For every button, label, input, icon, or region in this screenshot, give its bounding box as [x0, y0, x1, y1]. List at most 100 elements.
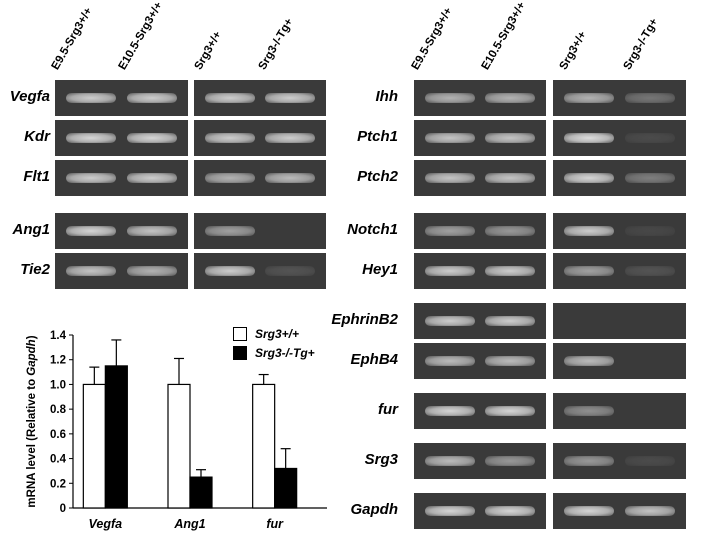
band-kdr-lane-2 — [127, 133, 178, 143]
gel-panel-vegfa-1 — [55, 80, 188, 116]
gene-label-ptch1: Ptch1 — [357, 128, 398, 145]
band-tie2-lane-4 — [265, 266, 316, 276]
bar-ang1-series-2 — [189, 476, 213, 509]
gel-panel-fur-2 — [553, 393, 686, 429]
band-ephb4-lane-1 — [424, 356, 475, 366]
gel-panel-tie2-1 — [55, 253, 188, 289]
band-ptch2-lane-4 — [625, 173, 676, 183]
band-ptch2-lane-2 — [485, 173, 536, 183]
gene-label-hey1: Hey1 — [362, 261, 398, 278]
chart-svg: 0 0.2 0.4 0.6 0.8 1.0 1.2 1.4 mRNA level (Relati… — [26, 330, 327, 531]
band-ephb4-lane-2 — [485, 356, 536, 366]
gel-panel-ihh-1 — [414, 80, 546, 116]
gel-panel-ephb4-1 — [414, 343, 546, 379]
bar-vegfa-series-1 — [82, 383, 106, 509]
x-category-label-fur: fur — [266, 517, 284, 531]
band-gapdh-lane-2 — [485, 506, 536, 516]
band-ephb4-lane-3 — [563, 356, 614, 366]
band-kdr-lane-3 — [204, 133, 255, 143]
gene-label-ephb4: EphB4 — [350, 351, 398, 368]
band-ang1-lane-1 — [65, 226, 116, 236]
band-srg3-lane-2 — [485, 456, 536, 466]
gel-panel-ptch2-1 — [414, 160, 546, 196]
band-ptch1-lane-4 — [625, 133, 676, 143]
band-ihh-lane-3 — [563, 93, 614, 103]
gel-panel-ephrinb2-2 — [553, 303, 686, 339]
band-fur-lane-3 — [563, 406, 614, 416]
gel-panel-srg3-1 — [414, 443, 546, 479]
y-tick-label-3: 0.6 — [50, 429, 66, 441]
gel-panel-ptch1-1 — [414, 120, 546, 156]
gel-panel-notch1-1 — [414, 213, 546, 249]
gene-label-ihh: Ihh — [375, 88, 399, 105]
gene-label-srg3: Srg3 — [364, 451, 398, 468]
band-vegfa-lane-4 — [265, 93, 316, 103]
band-hey1-lane-2 — [485, 266, 536, 276]
y-tick-label-0: 0 — [60, 503, 66, 515]
band-hey1-lane-1 — [424, 266, 475, 276]
gel-panel-ptch2-2 — [553, 160, 686, 196]
x-category-label-ang1: Ang1 — [173, 517, 205, 531]
band-ptch1-lane-3 — [563, 133, 614, 143]
y-tick-label-1: 0.2 — [50, 478, 66, 490]
bar-fur-series-2 — [274, 467, 298, 509]
gel-panel-kdr-2 — [194, 120, 326, 156]
y-tick-label-6: 1.2 — [50, 355, 66, 367]
gene-label-vegfa: Vegfa — [9, 88, 50, 105]
band-srg3-lane-4 — [625, 456, 676, 466]
y-tick-label-4: 0.8 — [50, 404, 67, 416]
column-header-right-4: Srg3-/-Tg+ — [621, 16, 661, 72]
band-srg3-lane-1 — [424, 456, 475, 466]
gel-panel-hey1-1 — [414, 253, 546, 289]
band-gapdh-lane-1 — [424, 506, 475, 516]
column-header-right-1: E9.5-Srg3+/+ — [409, 5, 455, 72]
gene-label-kdr: Kdr — [24, 128, 50, 145]
band-ephrinb2-lane-1 — [424, 316, 475, 326]
gel-panel-fur-1 — [414, 393, 546, 429]
band-flt1-lane-1 — [65, 173, 116, 183]
gene-label-ptch2: Ptch2 — [357, 168, 398, 185]
gel-panel-ephb4-2 — [553, 343, 686, 379]
gel-panel-flt1-2 — [194, 160, 326, 196]
band-srg3-lane-3 — [563, 456, 614, 466]
gel-panel-ihh-2 — [553, 80, 686, 116]
band-ihh-lane-4 — [625, 93, 676, 103]
gel-panel-ephrinb2-1 — [414, 303, 546, 339]
y-tick-label-7: 1.4 — [50, 330, 67, 342]
band-ang1-lane-3 — [204, 226, 255, 236]
band-ephrinb2-lane-2 — [485, 316, 536, 326]
band-fur-lane-1 — [424, 406, 475, 416]
column-header-left-2: E10.5-Srg3+/+ — [116, 0, 166, 73]
band-notch1-lane-3 — [563, 226, 614, 236]
gene-label-ephrinb2: EphrinB2 — [331, 311, 398, 328]
band-flt1-lane-2 — [127, 173, 178, 183]
band-ptch1-lane-2 — [485, 133, 536, 143]
band-notch1-lane-2 — [485, 226, 536, 236]
gel-panel-srg3-2 — [553, 443, 686, 479]
band-fur-lane-2 — [485, 406, 536, 416]
bar-fur-series-1 — [252, 383, 276, 509]
gene-label-flt1: Flt1 — [23, 168, 50, 185]
band-gapdh-lane-3 — [563, 506, 614, 516]
gene-label-tie2: Tie2 — [20, 261, 50, 278]
legend-swatch-mutant — [233, 346, 247, 360]
gene-label-gapdh: Gapdh — [350, 501, 399, 518]
legend-label-mutant: Srg3-/-Tg+ — [255, 346, 315, 360]
band-notch1-lane-4 — [625, 226, 676, 236]
gel-panel-flt1-1 — [55, 160, 188, 196]
legend-label-wildtype: Srg3+/+ — [255, 327, 300, 341]
column-header-left-4: Srg3-/-Tg+ — [256, 16, 296, 72]
gel-panel-ang1-1 — [55, 213, 188, 249]
band-ihh-lane-2 — [485, 93, 536, 103]
gene-label-ang1: Ang1 — [12, 221, 51, 238]
bar-ang1-series-1 — [167, 383, 191, 509]
band-ang1-lane-2 — [127, 226, 178, 236]
y-tick-label-5: 1.0 — [50, 379, 66, 391]
band-ptch2-lane-3 — [563, 173, 614, 183]
gel-panel-gapdh-1 — [414, 493, 546, 529]
gene-label-fur: fur — [378, 401, 398, 418]
band-hey1-lane-3 — [563, 266, 614, 276]
band-flt1-lane-3 — [204, 173, 255, 183]
band-vegfa-lane-2 — [127, 93, 178, 103]
